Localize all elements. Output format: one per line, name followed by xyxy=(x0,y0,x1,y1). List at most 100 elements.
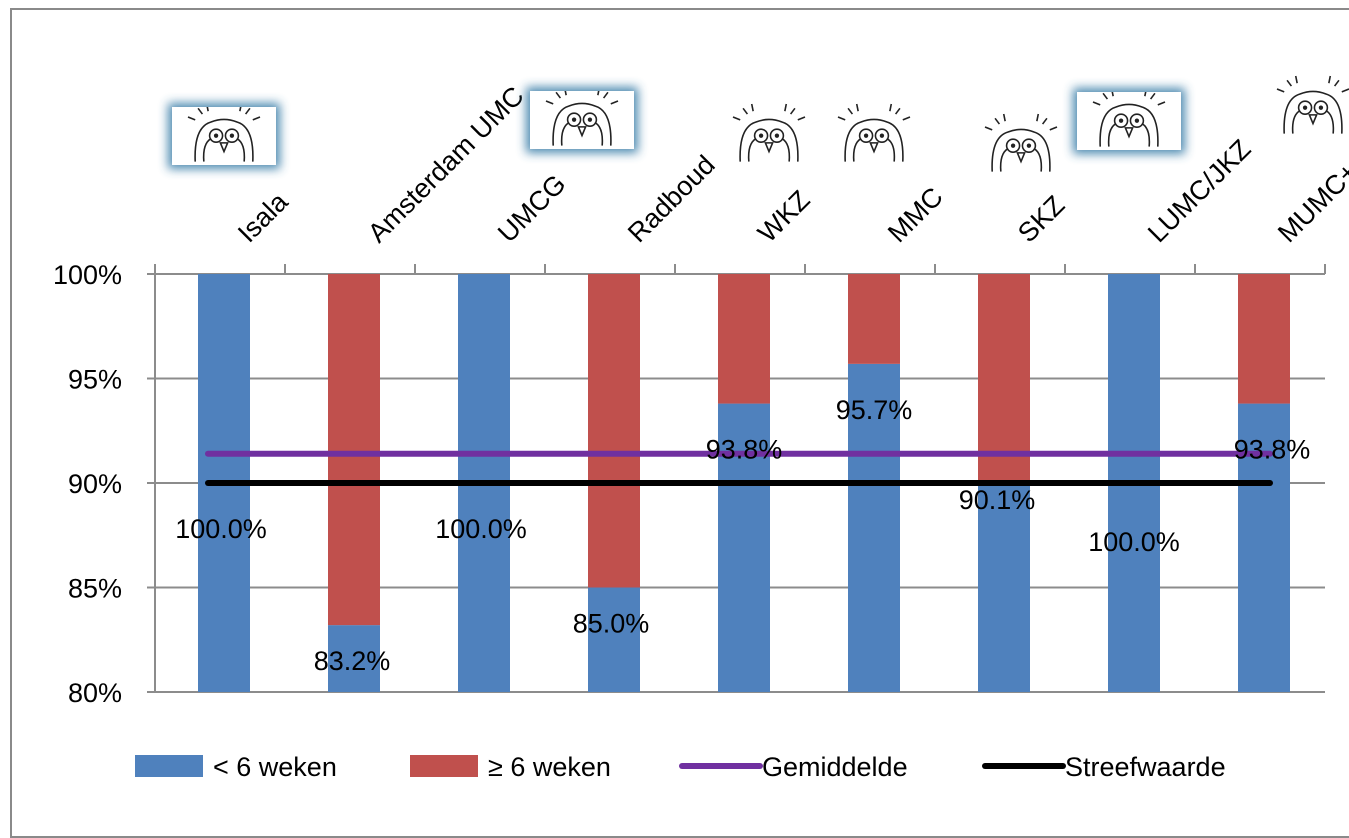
owl-sparkle xyxy=(1036,113,1040,122)
owl-sparkle xyxy=(1092,101,1101,106)
owl-sparkle xyxy=(1341,88,1349,93)
owl-icon xyxy=(1276,75,1349,134)
owl-sparkle xyxy=(610,100,619,105)
owl-sparkle xyxy=(1333,79,1340,87)
y-tick-label: 80% xyxy=(68,678,122,708)
data-label: 100.0% xyxy=(435,514,527,544)
owl-wing xyxy=(236,137,246,162)
owl-wing xyxy=(781,137,791,162)
legend-under-6-weken-label: < 6 weken xyxy=(213,752,337,782)
owl-sparkle xyxy=(1002,113,1006,122)
owl-icon xyxy=(1073,88,1185,154)
owl-pupil xyxy=(229,133,235,138)
bar-6-weken-or-more xyxy=(328,274,380,626)
owl-sparkle xyxy=(197,107,204,115)
owl-wing xyxy=(852,137,862,162)
owl-wing xyxy=(886,137,896,162)
data-label: 85.0% xyxy=(573,609,650,639)
owl-sparkle xyxy=(244,107,251,115)
category-label: SKZ xyxy=(1012,190,1070,248)
owl-beak xyxy=(1308,114,1318,126)
owl-wing xyxy=(1033,147,1043,172)
y-tick-label: 95% xyxy=(68,365,122,395)
owl-sparkle xyxy=(564,91,567,96)
owl-sparkle xyxy=(1157,101,1166,106)
icon-background xyxy=(530,91,634,149)
owl-eye xyxy=(582,112,598,127)
owl-pupil xyxy=(1026,143,1032,148)
data-label: 83.2% xyxy=(314,646,391,676)
owl-sparkle xyxy=(889,103,893,112)
data-label: 100.0% xyxy=(1088,527,1180,557)
owl-sparkle xyxy=(789,107,796,115)
owl-sparkle xyxy=(902,116,911,121)
chart: 80% 85% 90% 95% 100% 100.0% 83.2% 100.0% 85.0% 93… xyxy=(53,75,1349,782)
owl-eye xyxy=(1113,113,1129,128)
owl-eye xyxy=(753,128,769,143)
owl-eye xyxy=(224,128,240,143)
owl-pupil xyxy=(1318,105,1324,110)
owl-pupil xyxy=(1302,105,1308,110)
owl-head xyxy=(552,102,612,146)
owl-pupil xyxy=(863,133,869,138)
owl-sparkle xyxy=(994,117,1001,125)
legend-6-weken-or-more-swatch xyxy=(410,755,478,777)
owl-eye xyxy=(1297,100,1313,115)
owl-beak xyxy=(577,126,587,138)
owl-pupil xyxy=(1118,118,1124,123)
owl-sparkle xyxy=(545,100,554,105)
owl-pupil xyxy=(1134,118,1140,123)
y-tick-label: 100% xyxy=(53,260,122,290)
data-label: 95.7% xyxy=(836,395,913,425)
owl-head xyxy=(194,118,254,162)
bar-under-6-weken xyxy=(588,587,640,692)
owl-sparkle xyxy=(597,91,600,96)
owl-eye xyxy=(769,128,785,143)
owl-sparkle xyxy=(732,116,741,121)
owl-beak xyxy=(219,142,229,154)
owl-beak xyxy=(1016,152,1026,164)
owl-head xyxy=(1283,90,1343,134)
owl-wing xyxy=(594,121,604,146)
owl-wing xyxy=(999,147,1009,172)
owl-sparkle xyxy=(1144,92,1147,97)
owl-icon xyxy=(732,103,806,162)
owl-head xyxy=(1099,103,1159,147)
owl-sparkle xyxy=(1149,92,1156,100)
owl-eye xyxy=(566,112,582,127)
owl-eye xyxy=(874,128,890,143)
bar-6-weken-or-more xyxy=(718,274,770,404)
category-label: MUMC+ xyxy=(1272,156,1349,248)
legend-streefwaarde-label: Streefwaarde xyxy=(1065,752,1226,782)
owl-wing xyxy=(747,137,757,162)
owl-eye xyxy=(858,128,874,143)
legend-under-6-weken-swatch xyxy=(135,755,203,777)
owl-sparkle xyxy=(206,107,209,112)
owl-sparkle xyxy=(187,116,196,121)
owl-sparkle xyxy=(1294,75,1298,84)
data-label: 100.0% xyxy=(175,514,267,544)
owl-sparkle xyxy=(894,107,901,115)
owl-sparkle xyxy=(239,107,242,112)
owl-pupil xyxy=(213,133,219,138)
y-tick-label: 90% xyxy=(68,469,122,499)
owl-eye xyxy=(1021,138,1037,153)
owl-wing xyxy=(202,137,212,162)
owl-wing xyxy=(560,121,570,146)
owl-drawing xyxy=(187,107,261,162)
bar-6-weken-or-more xyxy=(588,274,640,588)
y-tick-label: 85% xyxy=(68,574,122,604)
owl-sparkle xyxy=(252,116,261,121)
owl-eye xyxy=(1005,138,1021,153)
owl-eye xyxy=(208,128,224,143)
owl-sparkle xyxy=(855,103,859,112)
owl-wing xyxy=(1291,109,1301,134)
owl-beak xyxy=(1124,127,1134,139)
category-label: Radboud xyxy=(622,150,721,249)
bar-6-weken-or-more xyxy=(848,274,900,364)
owl-wing xyxy=(1325,109,1335,134)
owl-sparkle xyxy=(742,107,749,115)
owl-pupil xyxy=(1010,143,1016,148)
owl-eye xyxy=(1313,100,1329,115)
owl-icon xyxy=(984,113,1058,172)
